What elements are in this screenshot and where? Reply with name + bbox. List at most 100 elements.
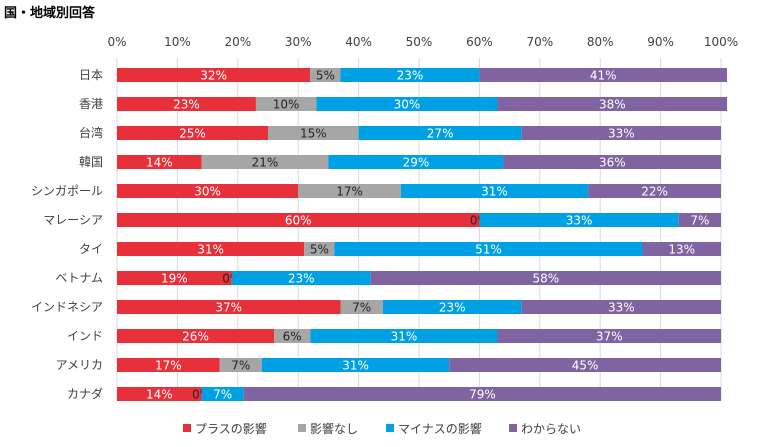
x-tick-label: 0% [107, 35, 126, 49]
bar-segment [340, 300, 383, 314]
data-label: 13% [668, 243, 695, 257]
bar-segment [328, 155, 504, 169]
data-label: 38% [599, 98, 626, 112]
category-label: アメリカ [56, 358, 103, 372]
bar-segment [255, 97, 317, 111]
bar-segment [117, 242, 305, 256]
data-label: 14% [146, 156, 173, 170]
legend-swatch [509, 424, 517, 432]
legend-label: わからない [521, 422, 581, 436]
category-label: 日本 [79, 68, 103, 82]
data-label: 23% [288, 272, 315, 286]
bar-segment [117, 97, 256, 111]
data-label: 14% [146, 388, 173, 402]
bar-segment [117, 271, 232, 285]
bar-segment [370, 271, 721, 285]
category-label: インド [67, 329, 103, 343]
bar-segment [358, 126, 522, 140]
bar-segment [479, 213, 679, 227]
data-label: 31% [481, 185, 508, 199]
bar-segment [642, 242, 721, 256]
data-label: 31% [197, 243, 224, 257]
data-label: 33% [608, 301, 635, 315]
data-label: 23% [439, 301, 466, 315]
bar-segment [316, 97, 498, 111]
bar-segment [497, 97, 728, 111]
x-tick-label: 30% [285, 35, 312, 49]
data-label: 10% [273, 98, 300, 112]
legend-swatch [386, 424, 394, 432]
data-label: 79% [469, 388, 496, 402]
data-label: 7% [231, 359, 250, 373]
bar-segment [117, 358, 220, 372]
bar-segment [117, 126, 268, 140]
bar-segment [310, 68, 341, 82]
bar-segment [117, 213, 480, 227]
bar-segment [117, 387, 202, 401]
data-label: 31% [342, 359, 369, 373]
data-label: 5% [310, 243, 329, 257]
x-tick-label: 10% [164, 35, 191, 49]
category-label: 香港 [79, 97, 103, 111]
bar-segment [588, 184, 721, 198]
bar-segment [382, 300, 522, 314]
bar-segment [274, 329, 311, 343]
data-label: 25% [179, 127, 206, 141]
bar-segment [117, 329, 275, 343]
category-label: 韓国 [79, 155, 103, 169]
legend-label: 影響なし [310, 421, 358, 436]
x-tick-label: 100% [704, 35, 738, 49]
bar-segment [298, 184, 401, 198]
data-label: 23% [173, 98, 200, 112]
legend-label: プラスの影響 [195, 421, 267, 436]
bar-segment [231, 271, 371, 285]
data-label: 17% [155, 359, 182, 373]
bar-segment [304, 242, 335, 256]
category-label: ベトナム [55, 271, 103, 285]
data-label: 22% [641, 185, 668, 199]
data-label: 7% [352, 301, 371, 315]
bar-segment [243, 387, 721, 401]
data-label: 26% [182, 330, 209, 344]
x-tick-label: 50% [406, 35, 433, 49]
bar-segment [400, 184, 589, 198]
x-tick-label: 70% [526, 35, 553, 49]
bar-segment [117, 68, 311, 82]
x-tick-label: 20% [224, 35, 251, 49]
bar-segment [449, 358, 721, 372]
bar-segment [678, 213, 721, 227]
x-tick-label: 90% [647, 35, 674, 49]
data-label: 60% [285, 214, 312, 228]
category-label: タイ [79, 242, 103, 256]
data-label: 15% [300, 127, 327, 141]
x-tick-label: 40% [345, 35, 372, 49]
bar-segment [503, 155, 721, 169]
bar-segment [479, 68, 728, 82]
bar-segment [201, 155, 329, 169]
chart-title: 国・地域別回答 [4, 6, 96, 21]
data-label: 6% [283, 330, 302, 344]
x-tick-label: 80% [587, 35, 614, 49]
data-label: 36% [599, 156, 626, 170]
data-label: 30% [194, 185, 221, 199]
data-label: 58% [533, 272, 560, 286]
bar-segment [201, 387, 244, 401]
bar-segment [310, 329, 498, 343]
data-label: 17% [336, 185, 363, 199]
category-label: マレーシア [43, 213, 103, 227]
legend-swatch [298, 424, 306, 432]
data-label: 33% [566, 214, 593, 228]
data-label: 30% [394, 98, 421, 112]
data-label: 31% [391, 330, 418, 344]
category-label: カナダ [67, 386, 103, 401]
bar-segment [117, 300, 341, 314]
category-label: インドネシア [31, 300, 103, 314]
bar-segment [334, 242, 643, 256]
bar-segment [268, 126, 359, 140]
bar-segment [340, 68, 480, 82]
data-label: 45% [572, 359, 599, 373]
data-label: 51% [475, 243, 502, 257]
data-label: 37% [215, 301, 242, 315]
bar-segment [521, 300, 721, 314]
